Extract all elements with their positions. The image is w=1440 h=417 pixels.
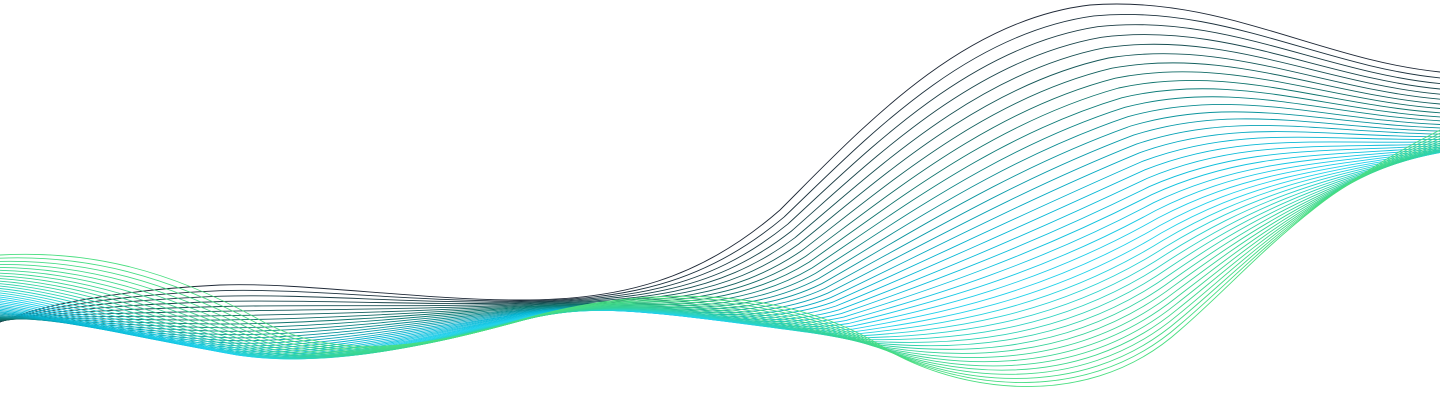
wave-line xyxy=(0,148,1440,357)
wave-line xyxy=(0,118,1440,342)
wave-line xyxy=(0,34,1440,323)
wave-line xyxy=(0,151,1440,360)
wave-line xyxy=(0,88,1440,329)
wave-line xyxy=(0,152,1440,360)
wave-line xyxy=(0,136,1440,349)
wave-line xyxy=(0,43,1440,322)
wave-line xyxy=(0,140,1440,371)
wave-line xyxy=(0,132,1440,383)
wave-line xyxy=(0,150,1440,359)
wave-line xyxy=(0,62,1440,322)
wave-line xyxy=(0,142,1440,367)
wave-line xyxy=(0,71,1440,321)
wave-line xyxy=(0,147,1440,357)
wave-line xyxy=(0,3,1440,323)
wave-line xyxy=(0,150,1440,358)
wave-line xyxy=(0,131,1440,347)
wave-line xyxy=(0,146,1440,358)
wave-line xyxy=(0,125,1440,344)
wave-line xyxy=(0,79,1440,325)
wave-line xyxy=(0,138,1440,375)
wave-line xyxy=(0,151,1440,360)
wave-line xyxy=(0,111,1440,339)
wave-line xyxy=(0,13,1440,323)
wave-line xyxy=(0,24,1440,323)
wave-line xyxy=(0,144,1440,363)
wave-line xyxy=(0,149,1440,358)
wave-line xyxy=(0,129,1440,387)
wave-line xyxy=(0,135,1440,379)
